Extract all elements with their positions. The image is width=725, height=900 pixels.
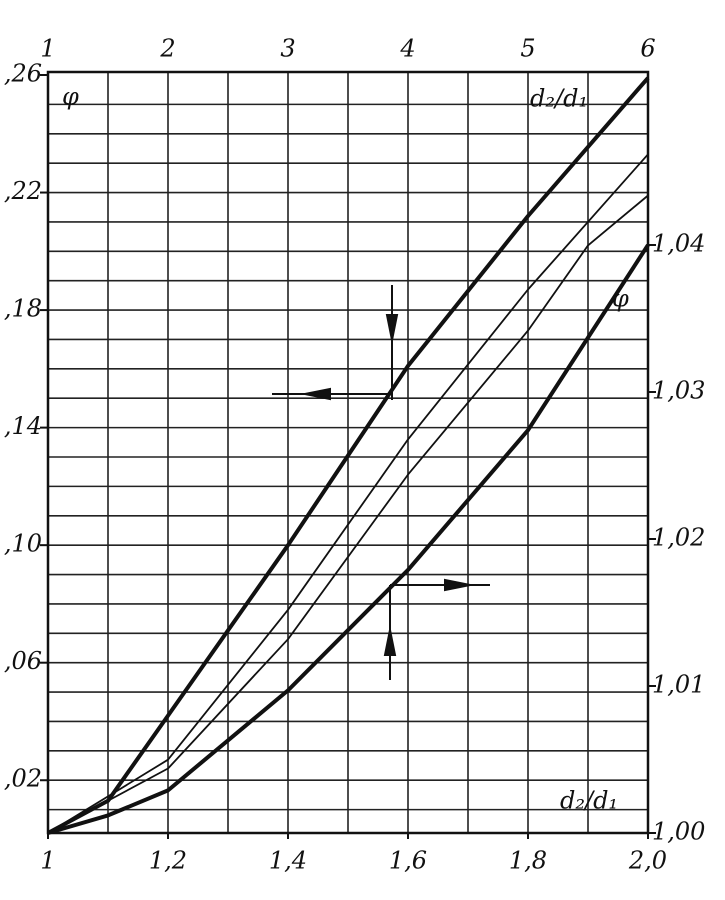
x2-tick-label: 1 bbox=[40, 35, 55, 63]
x2-tick-label: 5 bbox=[520, 35, 535, 63]
arrows bbox=[272, 285, 490, 680]
x-tick-label: 1 bbox=[40, 847, 55, 875]
x2-tick-label: 2 bbox=[159, 35, 175, 63]
y2-tick-label: 1,01 bbox=[652, 671, 705, 699]
curve bbox=[47, 153, 649, 834]
plot-frame bbox=[46, 70, 650, 835]
x-tick-label: 2,0 bbox=[628, 847, 667, 875]
grid bbox=[47, 72, 649, 833]
curve bbox=[47, 194, 649, 834]
annotation: d₂/d₁ bbox=[530, 85, 588, 113]
x-tick-label: 1,8 bbox=[509, 847, 547, 875]
annotation: d₂/d₁ bbox=[560, 787, 618, 815]
y-tick-label: 1,26 bbox=[0, 60, 42, 88]
y-tick-label: 1,02 bbox=[0, 765, 42, 793]
x2-tick-label: 3 bbox=[280, 35, 295, 63]
x-tick-label: 1,2 bbox=[149, 847, 187, 875]
annotation: φ bbox=[62, 83, 79, 111]
x2-tick-label: 6 bbox=[640, 35, 655, 63]
curves bbox=[47, 76, 650, 835]
y2-tick-label: 1,02 bbox=[652, 524, 705, 552]
y-tick-label: 1,18 bbox=[0, 295, 42, 323]
curve bbox=[47, 243, 650, 835]
y2-tick-label: 1,00 bbox=[652, 818, 705, 846]
x-tick-label: 1,4 bbox=[269, 847, 307, 875]
y-tick-label: 1,06 bbox=[0, 647, 42, 675]
x2-tick-label: 4 bbox=[399, 35, 415, 63]
x-tick-label: 1,6 bbox=[389, 847, 427, 875]
y-tick-label: 1,10 bbox=[0, 530, 42, 558]
y-tick-label: 1,22 bbox=[0, 177, 42, 205]
y2-tick-label: 1,03 bbox=[652, 377, 705, 405]
y-tick-label: 1,14 bbox=[0, 412, 42, 440]
y2-tick-label: 1,04 bbox=[652, 230, 705, 258]
